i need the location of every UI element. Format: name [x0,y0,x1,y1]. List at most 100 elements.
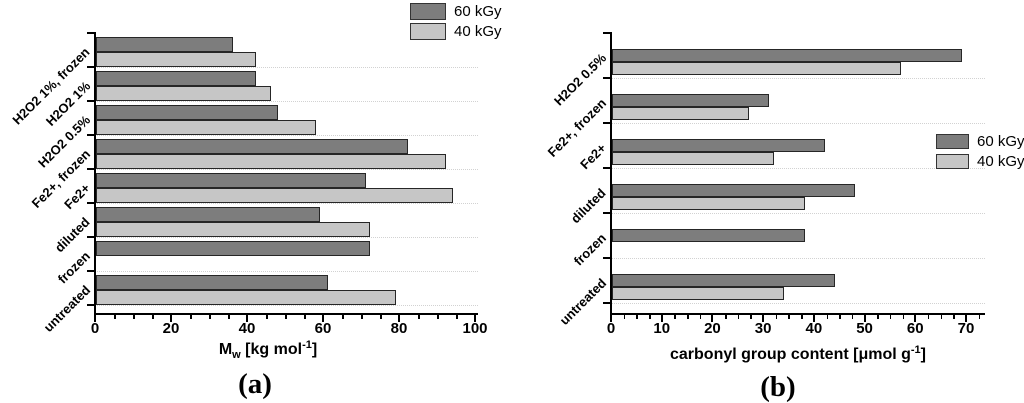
x-minor-tick [839,315,841,319]
bar-a-3-60kGy [96,139,408,154]
gridline [95,135,478,136]
x-tick [863,315,866,322]
x-minor-tick [826,315,829,319]
gridline [611,303,985,304]
x-minor-tick [902,315,905,319]
x-tick-label: 100 [462,320,488,337]
bar-b-1-60kGy [612,94,769,107]
x-minor-tick [775,315,778,319]
x-minor-tick [927,315,930,319]
category-label: untreated [556,274,609,328]
gridline [95,305,478,306]
x-tick [660,315,663,322]
y-axis-line [610,32,612,315]
gridline [611,258,985,259]
category-tick [87,168,94,170]
x-minor-tick [623,315,626,319]
category-label: frozen [570,229,609,269]
bar-a-1-40kGy [96,86,271,101]
legend-row: 60 kGy [936,133,1024,150]
category-tick [603,302,610,304]
x-tick-label: 40 [238,320,256,337]
x-tick [398,315,400,322]
x-minor-tick [699,315,702,319]
category-label: untreated [40,282,93,335]
bar-b-2-40kGy [612,152,774,165]
legend: 60 kGy 40 kGy [410,3,502,43]
x-axis-title-part: ] [311,341,318,358]
category-tick [87,270,94,272]
legend-swatch-40kgy [410,23,446,40]
x-minor-tick [456,315,458,319]
bar-a-5-60kGy [96,207,320,222]
category-tick [87,236,94,238]
bar-a-2-40kGy [96,120,316,135]
x-tick-label: 40 [805,320,823,337]
legend-swatch-60kgy [410,3,446,20]
bar-b-4-60kGy [612,229,805,242]
x-minor-tick [877,315,879,319]
gridline [95,67,478,68]
legend-row: 40 kGy [936,153,1024,170]
chart-panel-b: 0 10 20 30 40 50 60 70 H2O2 0.5% Fe2+, frozen Fe2+… [512,0,1024,403]
category-tick [603,257,610,259]
x-tick-label: 0 [606,320,616,337]
x-minor-tick [674,315,676,319]
legend-label: 60 kGy [454,3,502,20]
category-tick [87,134,94,136]
bar-a-0-60kGy [96,37,233,52]
x-axis-line [610,313,985,315]
gridline [95,203,478,204]
bar-a-7-60kGy [96,275,328,290]
x-axis-title-part: M [218,341,233,358]
x-minor-tick [940,315,943,319]
bar-b-2-60kGy [612,139,825,152]
bar-a-7-40kGy [96,290,396,305]
x-axis-title-part: ] [920,346,927,363]
x-tick [762,315,765,322]
x-minor-tick [342,315,344,319]
x-tick-label: 70 [957,320,975,337]
legend-label: 40 kGy [454,23,502,40]
bar-b-3-60kGy [612,184,855,197]
x-minor-tick [285,315,287,319]
category-tick [603,212,610,214]
y-axis-line [94,32,96,315]
panel-caption: (b) [760,371,796,403]
x-minor-tick [687,315,689,319]
x-tick-label: 20 [704,320,721,337]
x-tick [711,315,714,322]
x-minor-tick [725,315,727,319]
x-minor-tick [636,315,638,319]
x-tick [170,315,172,322]
category-tick [87,304,94,306]
panel-caption: (a) [238,368,272,400]
x-minor-tick [953,315,955,319]
x-tick [322,315,324,322]
x-minor-tick [380,315,382,319]
x-minor-tick [437,315,439,319]
x-minor-tick [649,315,651,319]
gridline [95,101,478,102]
x-tick [812,315,815,322]
gridline [611,123,985,124]
bar-b-1-40kGy [612,107,749,120]
bar-a-4-60kGy [96,173,366,188]
x-tick [610,315,612,322]
bar-b-0-40kGy [612,62,901,75]
x-minor-tick [133,315,135,319]
x-tick [964,315,967,322]
category-tick [87,66,94,68]
x-minor-tick [361,315,363,319]
bar-a-5-40kGy [96,222,370,237]
category-tick [603,122,610,124]
x-tick [94,315,96,322]
legend-row: 40 kGy [410,23,502,40]
x-axis-title-part: carbonyl group content [μmol g [669,346,911,363]
legend-swatch-60kgy [936,134,969,149]
category-tick [87,100,94,102]
x-minor-tick [304,315,306,319]
legend-label: 60 kGy [977,133,1024,150]
x-minor-tick [788,315,790,319]
